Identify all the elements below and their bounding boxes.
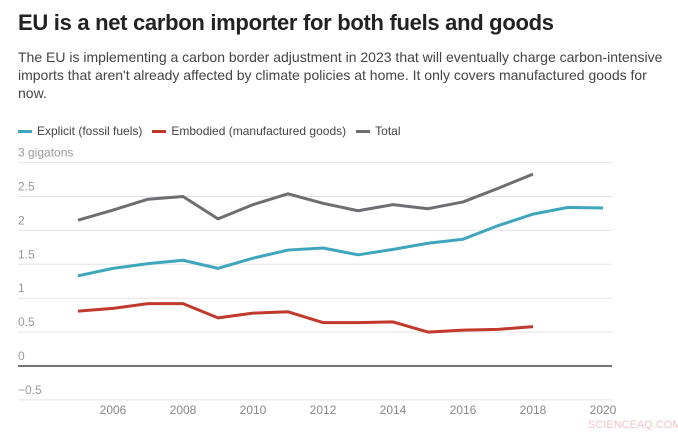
legend-item-embodied: Embodied (manufactured goods)	[152, 124, 346, 138]
y-tick-label: 2.5	[18, 180, 35, 194]
chart-title: EU is a net carbon importer for both fue…	[18, 10, 554, 35]
series-line-total	[77, 172, 534, 222]
watermark: SCIENCEAQ.COM	[588, 419, 678, 431]
legend-label: Total	[375, 124, 401, 138]
y-tick-label: 0.5	[18, 315, 35, 329]
x-tick-label: 2008	[170, 403, 197, 417]
legend-swatch	[152, 129, 167, 133]
y-tick-label: −0.5	[18, 383, 42, 397]
x-tick-label: 2006	[100, 403, 127, 417]
x-tick-label: 2018	[520, 403, 547, 417]
y-tick-label: 2	[18, 213, 25, 227]
legend-item-explicit: Explicit (fossil fuels)	[18, 124, 142, 138]
y-tick-label: 1	[18, 281, 25, 295]
legend: Explicit (fossil fuels) Embodied (manufa…	[18, 124, 401, 138]
legend-item-total: Total	[356, 124, 401, 138]
legend-swatch	[356, 129, 371, 133]
x-tick-label: 2010	[240, 403, 267, 417]
y-tick-label: 0	[18, 349, 25, 363]
legend-label: Embodied (manufactured goods)	[171, 124, 347, 138]
series-line-embodied	[77, 302, 534, 334]
x-tick-label: 2020	[590, 403, 617, 417]
x-tick-label: 2016	[450, 403, 477, 417]
y-tick-label: 1.5	[18, 247, 35, 261]
y-tick-label: 3 gigatons	[18, 146, 73, 160]
x-tick-label: 2012	[310, 403, 337, 417]
chart-subtitle: The EU is implementing a carbon border a…	[18, 49, 663, 101]
legend-label: Explicit (fossil fuels)	[37, 124, 143, 138]
legend-swatch	[18, 129, 32, 133]
x-tick-label: 2014	[380, 403, 407, 417]
series-line-explicit	[77, 205, 604, 278]
